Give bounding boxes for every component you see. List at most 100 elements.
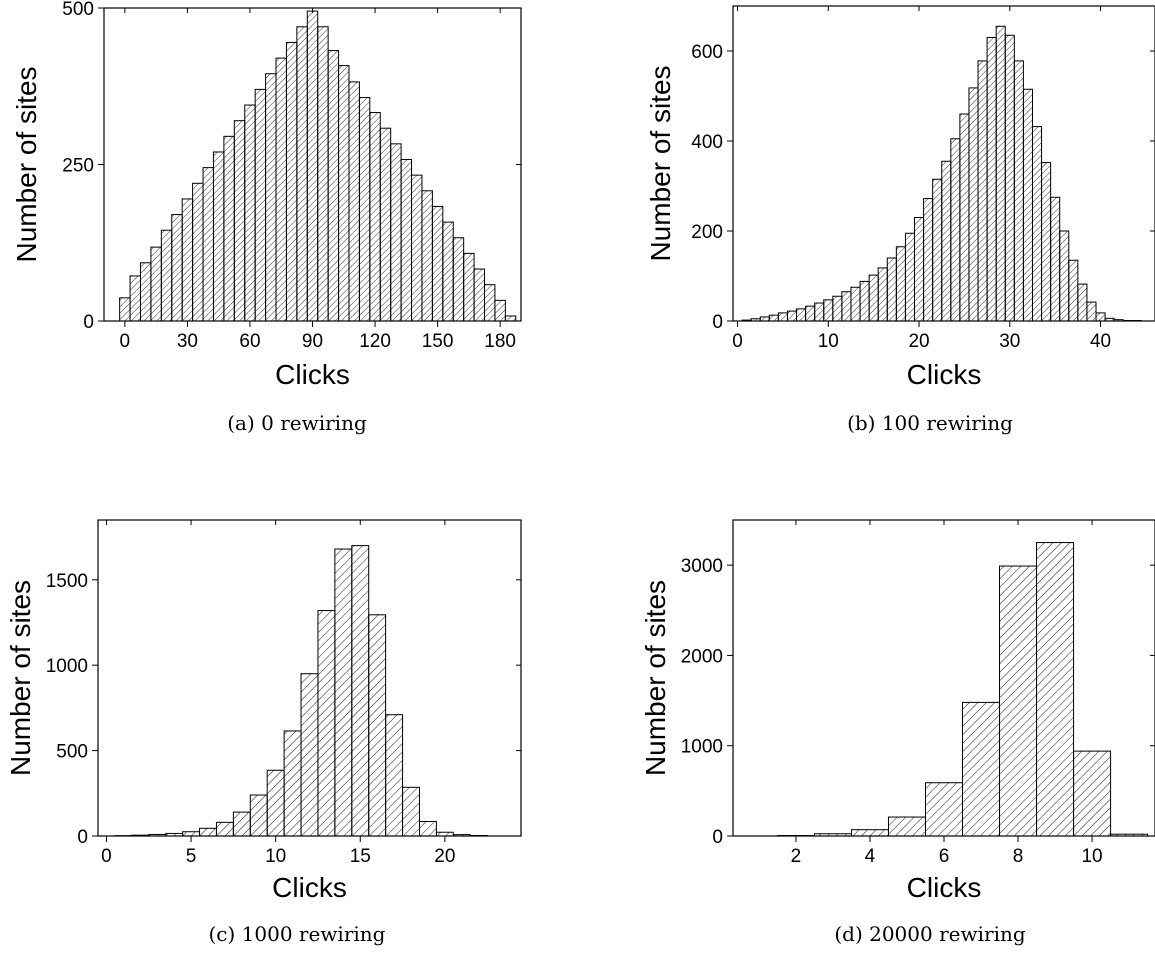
x-tick-label: 5 — [186, 846, 197, 867]
histogram-bar — [959, 113, 970, 322]
y-tick-label: 1000 — [681, 737, 723, 758]
histogram-bar — [832, 295, 843, 322]
y-tick-label: 3000 — [681, 556, 723, 577]
panel-c-caption: (c) 1000 rewiring — [209, 922, 386, 946]
histogram-bar — [868, 274, 879, 322]
histogram-bar — [233, 120, 246, 322]
histogram-bar — [1073, 750, 1112, 837]
y-tick-label: 1500 — [46, 571, 88, 592]
histogram-bar — [244, 104, 256, 322]
panel-b-caption: (b) 100 rewiring — [847, 411, 1013, 435]
histogram-bar — [759, 316, 770, 322]
y-axis-title: Number of sites — [5, 580, 36, 776]
histogram-bar — [904, 232, 916, 322]
histogram-bar — [212, 151, 225, 322]
histogram-bar — [202, 167, 214, 322]
histogram-bar — [914, 217, 925, 322]
plot-frame — [732, 5, 1155, 322]
histogram-bar — [494, 299, 506, 322]
histogram-bar — [962, 701, 1001, 837]
x-tick-label: 120 — [359, 331, 391, 352]
panel-c: (c) 1000 rewiring 0 5 10 15 20 0 500 1000 1500 Cl… — [5, 519, 522, 946]
histogram-bar — [1050, 196, 1061, 322]
histogram-bar — [995, 25, 1006, 322]
histogram-bar — [285, 41, 298, 322]
histogram-bar — [385, 714, 404, 837]
y-tick-label: 1000 — [46, 656, 88, 677]
histogram-bar — [266, 769, 285, 837]
histogram-bar — [950, 138, 961, 322]
x-axis-title: Clicks — [275, 359, 350, 390]
histogram-bar — [796, 308, 807, 322]
histogram-bar — [223, 135, 235, 322]
histogram-bar — [1086, 301, 1097, 322]
histogram-bar — [182, 831, 201, 837]
histogram-bar — [411, 174, 423, 322]
y-tick-label: 500 — [62, 0, 94, 20]
y-tick-label: 200 — [691, 222, 723, 243]
histogram-bar — [877, 267, 888, 322]
histogram-bar — [1068, 259, 1079, 322]
histogram-bar — [232, 811, 251, 837]
histogram-bar — [275, 57, 287, 322]
y-tick-label: 400 — [691, 132, 723, 153]
histogram-bar — [150, 246, 162, 322]
panel-d: (d) 20000 rewiring 2 4 6 8 10 0 1000 2000 3000 Cl… — [640, 519, 1155, 946]
histogram-bar — [999, 565, 1038, 837]
histogram-bar — [265, 73, 277, 322]
histogram-bar — [129, 275, 141, 322]
histogram-bar — [1077, 283, 1088, 322]
histogram-bar — [932, 178, 943, 322]
histogram-bar — [473, 268, 486, 322]
histogram-bar — [181, 198, 194, 322]
histogram-bar — [452, 237, 465, 322]
histogram-bar — [1031, 126, 1043, 322]
x-tick-label: 20 — [908, 331, 929, 352]
histogram-bar — [463, 252, 475, 322]
x-tick-label: 10 — [1081, 846, 1102, 867]
histogram-bar — [192, 182, 204, 322]
y-tick-label: 250 — [62, 156, 94, 177]
histogram-bar — [334, 548, 353, 837]
x-tick-label: 20 — [434, 846, 455, 867]
histogram-bar — [306, 10, 319, 322]
y-tick-label: 2000 — [681, 646, 723, 667]
histogram-bar — [923, 198, 934, 322]
histogram-bar — [171, 214, 183, 322]
histogram-bar — [823, 299, 834, 322]
histogram-bar — [1059, 230, 1070, 322]
panel-d-caption: (d) 20000 rewiring — [834, 922, 1025, 946]
histogram-bar — [327, 50, 340, 322]
panel-b: (b) 100 rewiring 0 10 20 30 400200400600Clic… — [645, 5, 1155, 435]
histogram-bar — [805, 305, 816, 322]
histogram-bar — [300, 673, 319, 837]
histogram-bar — [504, 315, 517, 322]
histogram-bar — [119, 297, 131, 322]
histogram-bar — [431, 205, 444, 322]
x-tick-label: 8 — [1013, 846, 1024, 867]
x-tick-label: 30 — [999, 331, 1020, 352]
x-tick-label: 30 — [177, 331, 198, 352]
y-tick-label: 0 — [712, 827, 723, 848]
histogram-bar — [215, 821, 234, 837]
x-tick-label: 180 — [484, 331, 516, 352]
histogram-bar — [968, 87, 979, 322]
x-tick-label: 10 — [265, 846, 286, 867]
histogram-bar — [850, 286, 861, 322]
histogram-bar — [859, 280, 870, 322]
histogram-bar — [1004, 34, 1015, 322]
x-tick-label: 40 — [1090, 331, 1111, 352]
x-axis-title: Clicks — [272, 872, 347, 903]
panel-a: (a) 0 rewiring 0 30 60 90 120 150 180 0 250 500 Cl… — [11, 0, 522, 435]
histogram-bar — [418, 820, 437, 837]
y-axis-title: Number of sites — [640, 580, 671, 776]
x-tick-label: 0 — [732, 331, 743, 352]
histogram-bar — [886, 257, 897, 322]
histogram-bar — [1095, 312, 1106, 322]
histogram-bar — [1041, 162, 1052, 322]
histogram-bar — [941, 160, 952, 322]
histogram-bar — [768, 314, 779, 322]
histogram-bar — [1013, 60, 1024, 322]
histogram-bar — [895, 246, 906, 322]
